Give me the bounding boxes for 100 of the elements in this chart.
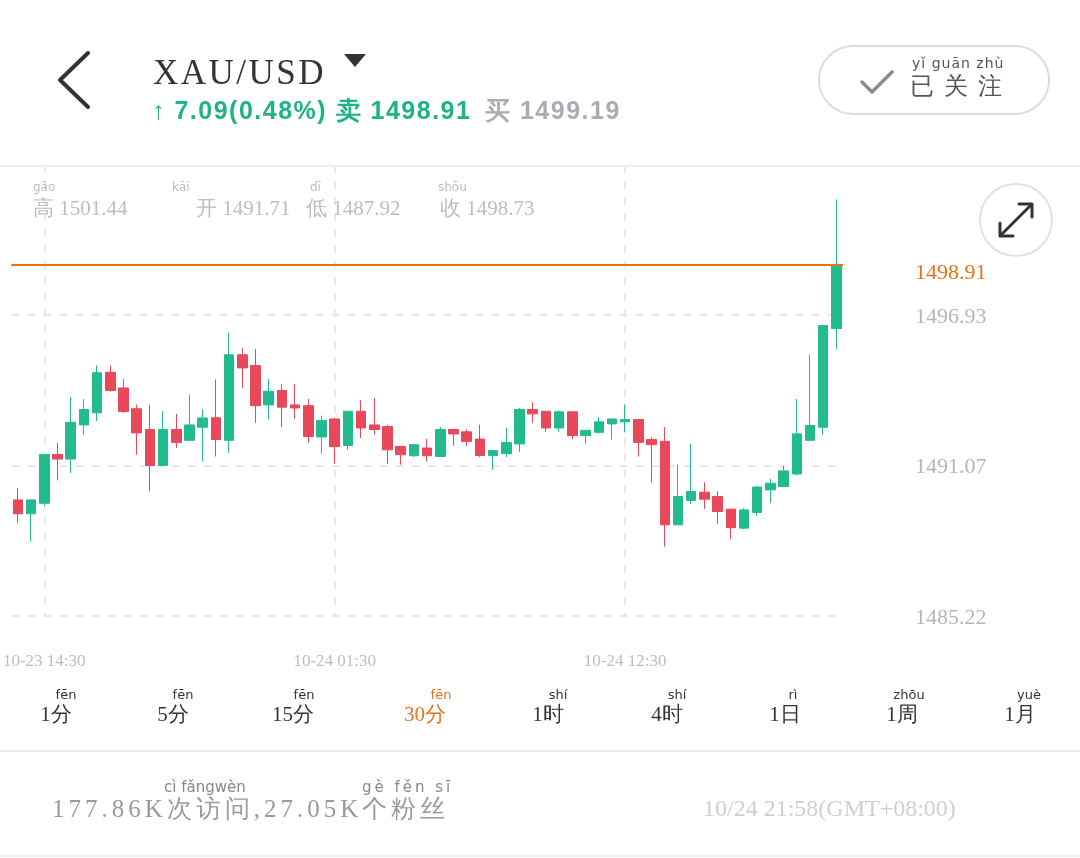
text: 已关注 [910,72,1012,101]
candlestick [461,429,472,447]
candlestick [277,383,287,428]
text: 177.86K次访问,27.05K个粉丝 [52,795,450,824]
candlestick [422,438,432,462]
candlestick [448,429,459,447]
candlestick [369,397,380,436]
candlestick [699,481,710,510]
candlestick [646,436,657,483]
candlestick [329,417,340,465]
annotation: 低 1487.92 [306,196,401,221]
text: fēn [430,687,452,703]
candlestick [395,445,406,466]
text: 1周 [886,702,918,727]
candlestick [607,418,617,441]
text: 15分 [272,702,314,727]
candlestick [382,424,393,465]
candlestick [501,427,512,458]
x-tick-label: 10-24 12:30 [583,651,667,670]
candlestick [343,410,353,451]
candlestick [26,499,36,543]
annotation: kāi [172,180,190,195]
text: fēn [293,687,315,703]
y-tick-label: 1496.93 [915,302,987,328]
candlestick [673,464,683,526]
candlestick [726,508,736,540]
text: yuè [1017,687,1041,703]
text: 30分 [404,702,446,727]
text: zhōu [893,687,925,703]
candlestick [409,444,419,458]
candlestick [92,365,102,422]
candlestick [263,378,274,421]
text: 5分 [157,702,189,727]
candlestick [792,398,802,477]
candlestick [435,426,446,458]
candlestick [554,410,564,433]
candlestick [316,415,327,455]
candlestick [475,424,485,458]
candlestick [660,426,670,548]
candlestick [488,450,498,471]
annotation: 收 1498.73 [440,196,535,221]
candlestick [13,487,23,524]
candlestick [633,419,644,458]
candlestick [250,348,261,424]
text: shí [667,687,687,703]
candlestick [39,453,50,507]
text: fēn [55,687,77,703]
candlestick [541,410,551,433]
text: yǐ guān zhù [912,55,1005,72]
candlestick [65,396,76,474]
candlestick [118,378,129,414]
text: 1时 [532,702,564,727]
candlestick [171,413,182,449]
text: 1日 [769,702,801,727]
text: shí [548,687,568,703]
candlestick [356,399,366,439]
candlestick [224,332,234,454]
candlestick [620,404,630,433]
text: 买 1499.19 [485,96,621,125]
candlestick [818,324,828,436]
text: fēn [172,687,194,703]
candlestick [237,347,248,389]
candlestick [778,465,789,488]
candlestick [686,443,696,505]
candlestick [831,198,842,350]
annotation: 开 1491.71 [196,196,291,221]
text: cì fǎngwèn [164,778,246,796]
candlestick [594,416,604,435]
ref-line-label: 1498.91 [915,258,987,284]
candlestick [514,407,525,453]
text: rì [788,687,798,703]
candlestick [739,507,749,530]
candlestick [303,398,314,444]
candlestick [712,490,723,525]
text: 1月 [1004,702,1036,727]
candlestick [567,411,578,440]
candlestick [145,404,155,492]
annotation: shōu [438,180,467,195]
chart-title: XAU/USD [153,53,327,94]
text: 4时 [651,702,683,727]
x-tick-label: 10-24 01:30 [293,651,377,670]
candlestick [79,398,89,436]
annotation: 高 1501.44 [33,196,128,221]
candlestick [752,485,762,517]
candlestick [211,378,221,458]
y-tick-label: 1485.22 [915,603,987,629]
candlestick [105,365,116,393]
x-tick-label: 10-23 14:30 [2,651,86,670]
text: gè fěn sī [362,778,454,796]
annotation: gāo [33,180,56,195]
chart-subtitle: ↑ 7.09(0.48%) 卖 1498.91 [152,96,472,125]
candlestick [805,354,815,441]
y-tick-label: 1491.07 [915,453,987,479]
candlestick [765,478,776,504]
candlestick [184,394,195,441]
candlestick [131,404,142,456]
candlestick [52,442,63,481]
candlestick [580,429,591,445]
text: 1分 [40,702,72,727]
annotation: dī [310,180,321,195]
